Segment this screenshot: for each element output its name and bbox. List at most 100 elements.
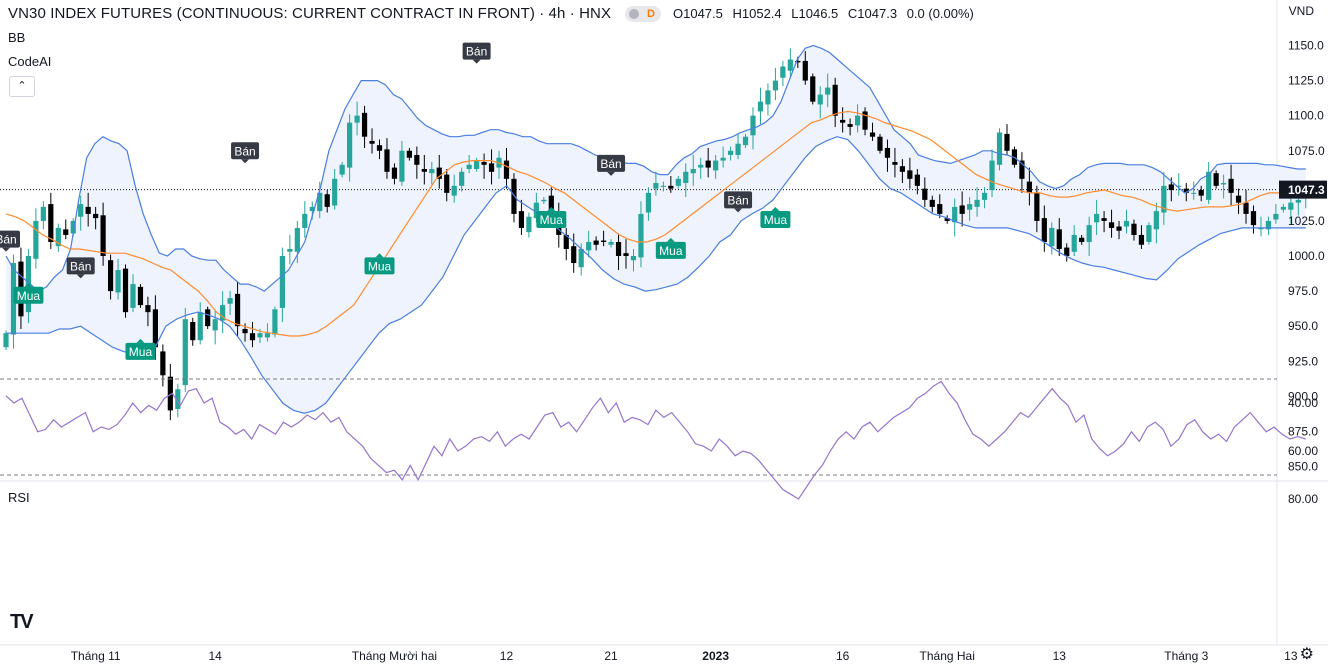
candle-down[interactable] — [937, 204, 943, 214]
candle-down[interactable] — [406, 150, 412, 158]
sell-signal-tag[interactable] — [231, 142, 260, 160]
candle-up[interactable] — [996, 132, 1003, 165]
candle-down[interactable] — [623, 253, 629, 256]
candle-down[interactable] — [384, 149, 390, 172]
candle-down[interactable] — [1004, 133, 1010, 151]
candle-down[interactable] — [847, 124, 853, 127]
candle-down[interactable] — [862, 111, 868, 130]
candle-down[interactable] — [444, 174, 450, 193]
candle-down[interactable] — [601, 240, 607, 242]
candle-down[interactable] — [481, 161, 487, 165]
candle-up[interactable] — [713, 160, 719, 171]
candle-up[interactable] — [1146, 225, 1152, 242]
sell-signal-tag[interactable] — [597, 154, 626, 172]
candle-up[interactable] — [354, 115, 360, 123]
candle-up[interactable] — [780, 66, 786, 78]
candle-down[interactable] — [414, 154, 420, 165]
candle-down[interactable] — [488, 163, 495, 172]
candle-down[interactable] — [944, 218, 950, 221]
candle-up[interactable] — [735, 143, 741, 155]
candle-up[interactable] — [1049, 227, 1055, 247]
candle-down[interactable] — [1138, 234, 1145, 245]
candle-down[interactable] — [899, 166, 905, 172]
candle-up[interactable] — [854, 115, 861, 126]
candle-down[interactable] — [615, 241, 622, 256]
candle-up[interactable] — [317, 192, 323, 212]
candle-up[interactable] — [212, 319, 218, 331]
candle-down[interactable] — [63, 229, 69, 235]
buy-signal-tag[interactable] — [655, 241, 686, 259]
candle-up[interactable] — [989, 160, 995, 191]
candle-up[interactable] — [630, 256, 637, 261]
candle-down[interactable] — [922, 188, 928, 200]
candle-up[interactable] — [638, 213, 644, 258]
candle-down[interactable] — [1064, 247, 1070, 256]
candle-down[interactable] — [421, 168, 427, 172]
candle-down[interactable] — [391, 167, 398, 179]
candle-down[interactable] — [1213, 173, 1219, 186]
candle-up[interactable] — [981, 192, 988, 200]
candle-down[interactable] — [1131, 223, 1137, 235]
candle-up[interactable] — [1280, 206, 1286, 210]
candle-down[interactable] — [1198, 190, 1204, 196]
tradingview-logo[interactable]: TV — [10, 611, 34, 633]
candle-up[interactable] — [967, 204, 973, 210]
candle-up[interactable] — [272, 309, 278, 335]
candle-up[interactable] — [1161, 185, 1167, 213]
candle-up[interactable] — [182, 319, 188, 386]
candle-up[interactable] — [302, 213, 308, 228]
candle-down[interactable] — [959, 205, 965, 214]
candle-up[interactable] — [1094, 213, 1100, 223]
candle-up[interactable] — [33, 220, 39, 259]
candle-down[interactable] — [705, 160, 711, 168]
candle-up[interactable] — [1295, 199, 1301, 203]
candle-down[interactable] — [107, 260, 114, 292]
candle-up[interactable] — [130, 284, 136, 308]
candle-down[interactable] — [869, 132, 876, 137]
candle-up[interactable] — [974, 199, 980, 207]
candle-down[interactable] — [1056, 229, 1062, 249]
candle-down[interactable] — [369, 140, 375, 144]
candle-up[interactable] — [257, 333, 263, 338]
collapse-indicators-button[interactable]: ⌃ — [9, 76, 35, 97]
candle-down[interactable] — [571, 246, 577, 264]
candle-up[interactable] — [332, 178, 338, 206]
indicator-codeai-label[interactable]: CodeAI — [8, 54, 52, 69]
candle-up[interactable] — [1153, 211, 1159, 230]
candle-down[interactable] — [593, 240, 599, 245]
candle-down[interactable] — [884, 147, 891, 158]
candle-down[interactable] — [1168, 184, 1174, 191]
candle-down[interactable] — [929, 199, 935, 207]
candle-up[interactable] — [1273, 213, 1279, 220]
candle-down[interactable] — [324, 194, 330, 207]
candle-up[interactable] — [115, 270, 121, 293]
buy-signal-tag[interactable] — [364, 257, 395, 275]
candle-down[interactable] — [1243, 202, 1249, 214]
candle-up[interactable] — [339, 164, 345, 175]
candle-up[interactable] — [825, 87, 831, 95]
candle-down[interactable] — [145, 305, 151, 313]
candle-down[interactable] — [85, 206, 91, 214]
candle-up[interactable] — [40, 206, 46, 221]
candle-down[interactable] — [205, 309, 211, 327]
candle-down[interactable] — [548, 195, 554, 214]
gear-icon[interactable]: ⚙ — [1299, 646, 1314, 663]
candle-down[interactable] — [152, 309, 158, 348]
sell-signal-tag[interactable] — [0, 230, 20, 248]
candle-down[interactable] — [802, 60, 808, 81]
candle-up[interactable] — [660, 185, 666, 187]
candle-down[interactable] — [122, 268, 129, 313]
candle-down[interactable] — [877, 136, 883, 151]
candle-up[interactable] — [727, 150, 734, 155]
candle-down[interactable] — [1019, 160, 1025, 179]
candle-down[interactable] — [436, 167, 442, 179]
candle-down[interactable] — [1183, 188, 1189, 193]
buy-signal-tag[interactable] — [760, 211, 791, 229]
candle-up[interactable] — [1071, 234, 1077, 252]
candle-down[interactable] — [242, 328, 248, 334]
candle-up[interactable] — [466, 164, 472, 169]
candle-up[interactable] — [294, 227, 300, 252]
candle-up[interactable] — [757, 101, 764, 112]
candle-up[interactable] — [698, 164, 704, 168]
